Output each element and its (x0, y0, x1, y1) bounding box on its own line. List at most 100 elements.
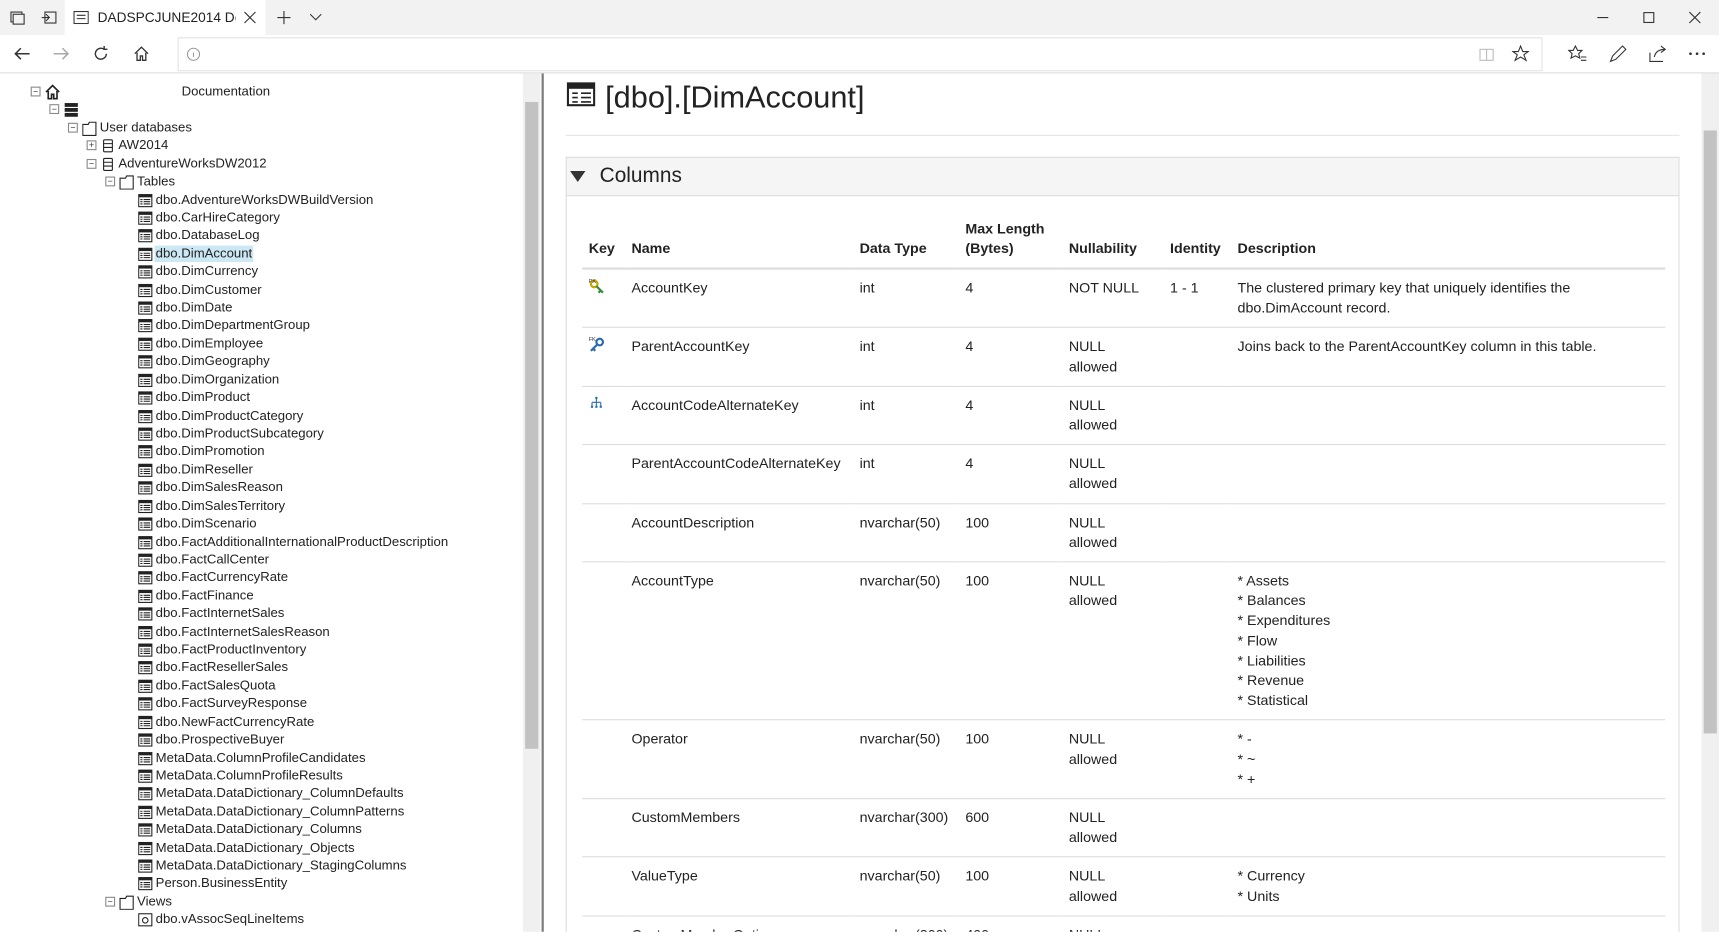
back-button[interactable] (12, 45, 32, 63)
tree-icon (138, 427, 153, 441)
collapse-button[interactable]: − (105, 176, 116, 187)
address-bar[interactable] (177, 37, 1543, 72)
tree-node-label[interactable]: AW2014 (118, 137, 169, 153)
collapse-button[interactable]: − (49, 104, 60, 115)
cell-nullability: NULL allowed (1062, 561, 1164, 721)
share-button[interactable] (1648, 44, 1668, 64)
more-button[interactable] (1687, 44, 1707, 64)
tree-node-label[interactable]: dbo.CarHireCategory (155, 209, 280, 225)
favorites-hub-button[interactable] (1567, 44, 1588, 64)
cell-identity (1163, 915, 1231, 932)
tree-icon (138, 877, 153, 891)
tree-node-label[interactable]: MetaData.DataDictionary_Objects (155, 839, 355, 855)
columns-section-header[interactable]: Columns (565, 156, 1680, 197)
tab-bar: DADSPCJUNE2014 Docu (0, 0, 1719, 36)
tree-icon (138, 265, 153, 279)
tree-node-label[interactable]: dbo.DimDate (155, 299, 233, 315)
tree-node-label[interactable]: MetaData.DataDictionary_StagingColumns (155, 857, 407, 873)
tree-node-label[interactable]: MetaData.ColumnProfileResults (155, 767, 343, 783)
tree-node-label[interactable]: dbo.DimEmployee (155, 335, 264, 351)
tree-node-label[interactable]: dbo.DimCurrency (155, 263, 259, 279)
cell-description: * Currency * Units (1230, 856, 1666, 916)
tree-node-label[interactable]: Documentation (181, 83, 271, 99)
site-info-icon[interactable] (186, 47, 201, 61)
tree-node-label[interactable]: dbo.FactResellerSales (155, 659, 289, 675)
refresh-button[interactable] (91, 44, 111, 64)
content-scrollbar[interactable] (1701, 73, 1719, 932)
close-window-button[interactable] (1687, 10, 1702, 25)
cell-text: 400 (965, 926, 989, 932)
tree-node-label[interactable]: dbo.FactSalesQuota (155, 677, 276, 693)
new-tab-button[interactable] (275, 9, 293, 27)
minimize-button[interactable] (1595, 11, 1610, 24)
tree-node-label[interactable]: dbo.FactInternetSales (155, 605, 285, 621)
tree-node-label[interactable]: dbo.FactCallCenter (155, 551, 270, 567)
cell-identity (1163, 444, 1231, 504)
set-aside-tabs-button[interactable] (41, 9, 59, 27)
tree-node-label[interactable]: dbo.FactCurrencyRate (155, 569, 289, 585)
tree-node-label[interactable]: Person.BusinessEntity (155, 875, 288, 891)
tree-node-label[interactable]: dbo.DimScenario (155, 515, 257, 531)
tree-node-label[interactable]: dbo.FactInternetSalesReason (155, 623, 330, 639)
tab-preview-button[interactable] (308, 11, 323, 24)
tree-node-label[interactable]: dbo.FactAdditionalInternationalProductDe… (155, 533, 449, 549)
content-scroll-thumb[interactable] (1703, 130, 1717, 734)
tree-node-label[interactable]: dbo.DimOrganization (155, 371, 280, 387)
reading-view-button[interactable] (1479, 47, 1494, 62)
tree-node-label[interactable]: dbo.DimAccount (154, 245, 254, 262)
pane-divider[interactable] (541, 73, 544, 932)
tree-node-label[interactable]: Tables (137, 173, 176, 189)
home-button[interactable] (132, 44, 152, 64)
tree-node-label[interactable]: dbo.DimProductSubcategory (155, 425, 324, 441)
tab-actions-button[interactable] (9, 9, 27, 27)
collapse-button[interactable]: − (30, 86, 41, 97)
tree-node-label[interactable]: Views (137, 893, 172, 909)
column-row: AccountType nvarchar(50) 100 NULL allowed * … (582, 561, 1666, 721)
tree-node-label[interactable]: dbo.DimProduct (155, 389, 251, 405)
tree-node-label[interactable]: MetaData.DataDictionary_ColumnPatterns (155, 803, 405, 819)
cell-text: int (859, 338, 875, 355)
tree-node-label[interactable]: dbo.DimDepartmentGroup (155, 317, 310, 333)
tree-scroll-thumb[interactable] (525, 101, 539, 749)
tree-node-label[interactable]: dbo.DimSalesReason (155, 479, 283, 495)
expand-button[interactable]: + (86, 140, 97, 151)
tree-node-label[interactable]: dbo.DimPromotion (155, 443, 265, 459)
tree-scrollbar[interactable] (522, 73, 541, 932)
tree-icon (138, 751, 153, 765)
tree-node-label[interactable]: dbo.DimCustomer (155, 281, 262, 297)
notes-button[interactable] (1607, 44, 1627, 64)
collapse-button[interactable]: − (105, 896, 116, 907)
tree-node-label[interactable]: MetaData.ColumnProfileCandidates (155, 749, 366, 765)
maximize-button[interactable] (1641, 10, 1656, 25)
cell-description (1230, 915, 1666, 932)
active-tab[interactable]: DADSPCJUNE2014 Docu (64, 0, 266, 36)
tree-node-label[interactable]: dbo.DimReseller (155, 461, 253, 477)
close-tab-button[interactable] (243, 11, 256, 24)
collapse-button[interactable]: − (67, 122, 78, 133)
tree-node-label[interactable]: dbo.DimProductCategory (155, 407, 304, 423)
tree-node-label[interactable]: MetaData.DataDictionary_ColumnDefaults (155, 785, 404, 801)
tree-node-label[interactable]: dbo.FactProductInventory (155, 641, 307, 657)
description-line: * Units (1237, 887, 1280, 905)
tree-node-label[interactable]: dbo.NewFactCurrencyRate (155, 713, 315, 729)
tree-node-label[interactable]: User databases (99, 119, 192, 135)
tree-node-label[interactable]: dbo.DimSalesTerritory (155, 497, 286, 513)
description-line: * Statistical (1237, 692, 1309, 709)
tree-node-label[interactable]: dbo.DimGeography (155, 353, 270, 369)
cell-text: ParentAccountCodeAlternateKey (631, 455, 841, 472)
tree-node-label[interactable]: dbo.FactFinance (155, 587, 254, 603)
tree-node-label[interactable]: dbo.FactSurveyResponse (155, 695, 308, 711)
tree-node-label[interactable]: MetaData.DataDictionary_Columns (155, 821, 362, 837)
forward-button[interactable] (52, 45, 72, 63)
tree-node-label[interactable]: dbo.AdventureWorksDWBuildVersion (155, 191, 374, 207)
tree-node-label[interactable]: AdventureWorksDW2012 (118, 155, 267, 171)
cell-max-length: 4 (958, 444, 1063, 504)
favorite-button[interactable] (1511, 44, 1530, 63)
cell-description (1230, 502, 1666, 562)
tree-node-label[interactable]: dbo.ProspectiveBuyer (155, 731, 285, 747)
collapse-arrow[interactable] (570, 171, 586, 182)
collapse-button[interactable]: − (86, 158, 97, 169)
tree-node-label[interactable]: dbo.vAssocSeqLineItems (155, 911, 305, 927)
tree-node-label[interactable]: dbo.DatabaseLog (155, 227, 260, 243)
